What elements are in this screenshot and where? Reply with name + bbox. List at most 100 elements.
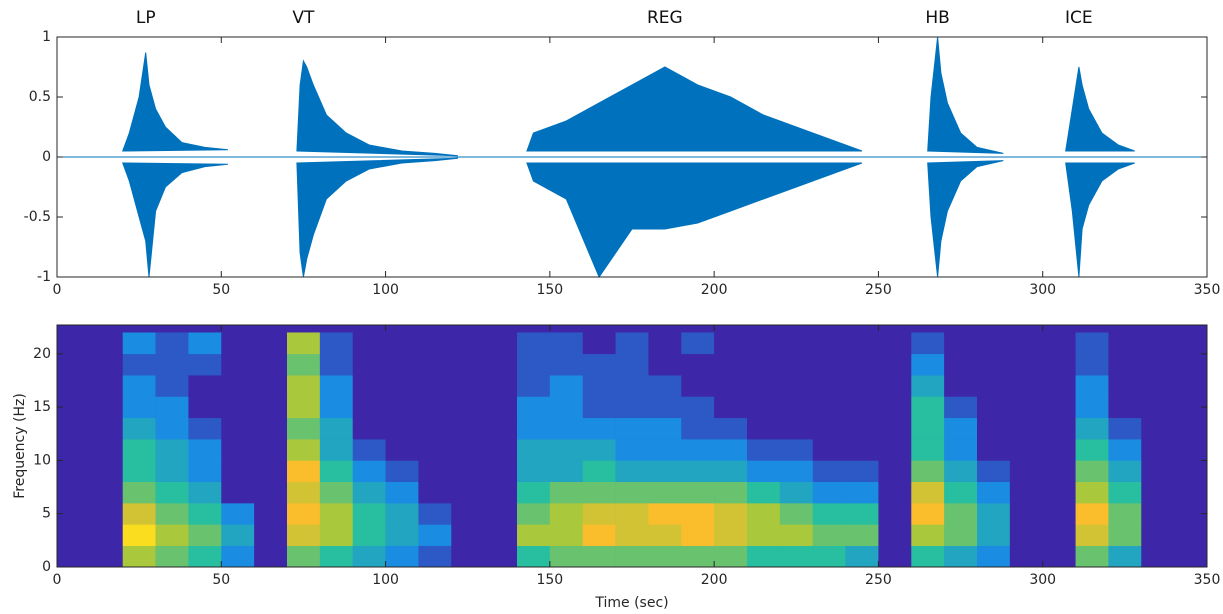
heat-cell [484, 503, 518, 525]
heat-cell [549, 481, 584, 504]
y-tick-label: 10 [33, 452, 51, 468]
heat-cell [418, 460, 452, 483]
heat-cell [451, 332, 485, 355]
y-tick-label: -1 [37, 269, 51, 285]
heat-cell [319, 503, 354, 525]
heat-cell [681, 439, 715, 461]
heat-cell [878, 332, 912, 355]
heat-cell [648, 375, 682, 397]
heat-cell [89, 353, 124, 376]
heat-cell [648, 332, 682, 355]
heat-cell [845, 353, 879, 376]
heat-cell [188, 481, 222, 504]
heat-cell [287, 439, 321, 461]
heat-cell [812, 439, 846, 461]
heat-cell [122, 353, 156, 376]
heat-cell [484, 396, 518, 419]
heat-cell [1174, 460, 1208, 483]
heat-cell [977, 439, 1011, 461]
heat-cell [352, 332, 386, 355]
heat-cell [779, 503, 814, 525]
heat-cell [319, 375, 354, 397]
x-tick-label: 100 [372, 572, 399, 588]
heat-cell [779, 460, 814, 483]
heat-cell [57, 481, 91, 504]
x-tick-label: 300 [1029, 572, 1056, 588]
heat-cell [451, 524, 485, 546]
heat-cell [1042, 332, 1076, 355]
signal-envelope [927, 160, 1004, 278]
heat-cell [1009, 503, 1044, 525]
heat-cell [1075, 375, 1109, 397]
heat-cell [385, 503, 419, 525]
heat-cell [747, 439, 781, 461]
heat-cell [352, 396, 386, 419]
heat-cell [549, 545, 584, 568]
heat-cell [1042, 460, 1076, 483]
heat-cell [944, 375, 978, 397]
heat-cell [155, 481, 189, 504]
heat-cell [89, 375, 124, 397]
heat-cell [779, 396, 814, 419]
heat-cell [582, 375, 616, 397]
heat-cell [1009, 460, 1044, 483]
heat-cell [944, 481, 978, 504]
x-tick-label: 250 [865, 572, 892, 588]
heat-cell [878, 460, 912, 483]
heat-cell [549, 503, 584, 525]
heat-cell [517, 396, 551, 419]
event-label: VT [292, 8, 315, 28]
y-tick-label: 0.5 [29, 89, 51, 105]
heat-cell [352, 481, 386, 504]
heat-cell [1141, 417, 1175, 440]
heat-cell [911, 417, 945, 440]
heat-cell [977, 460, 1011, 483]
heat-cell [451, 503, 485, 525]
x-tick-label: 350 [1194, 282, 1221, 298]
heat-cell [451, 481, 485, 504]
heat-cell [1075, 460, 1109, 483]
heat-cell [57, 332, 91, 355]
heat-cell [122, 460, 156, 483]
heat-cell [1075, 396, 1109, 419]
heat-cell [319, 417, 354, 440]
heat-cell [89, 460, 124, 483]
heat-cell [779, 524, 814, 546]
heat-cell [812, 353, 846, 376]
heat-cell [714, 503, 748, 525]
heat-cell [1141, 332, 1175, 355]
heat-cell [385, 481, 419, 504]
heat-cell [1009, 524, 1044, 546]
event-label: LP [136, 8, 156, 28]
x-tick-label: 300 [1029, 282, 1056, 298]
heat-cell [1075, 545, 1109, 568]
heat-cell [188, 417, 222, 440]
heat-cell [418, 396, 452, 419]
heat-cell [122, 439, 156, 461]
heat-cell [944, 396, 978, 419]
heat-cell [319, 545, 354, 568]
heat-cell [451, 353, 485, 376]
heat-cell [385, 353, 419, 376]
heat-cell [615, 545, 649, 568]
heat-cell [1009, 481, 1044, 504]
heat-cell [188, 503, 222, 525]
heat-cell [385, 524, 419, 546]
heat-cell [681, 545, 715, 568]
heat-cell [1174, 524, 1208, 546]
heat-cell [517, 353, 551, 376]
heat-cell [319, 332, 354, 355]
heat-cell [977, 417, 1011, 440]
heat-cell [287, 481, 321, 504]
heat-cell [1108, 439, 1142, 461]
heat-cell [188, 375, 222, 397]
heat-cell [221, 503, 255, 525]
heat-cell [812, 417, 846, 440]
heat-cell [878, 545, 912, 568]
heat-cell [747, 417, 781, 440]
heat-cell [812, 375, 846, 397]
heat-cell [615, 460, 649, 483]
heat-cell [1108, 524, 1142, 546]
heat-cell [155, 332, 189, 355]
